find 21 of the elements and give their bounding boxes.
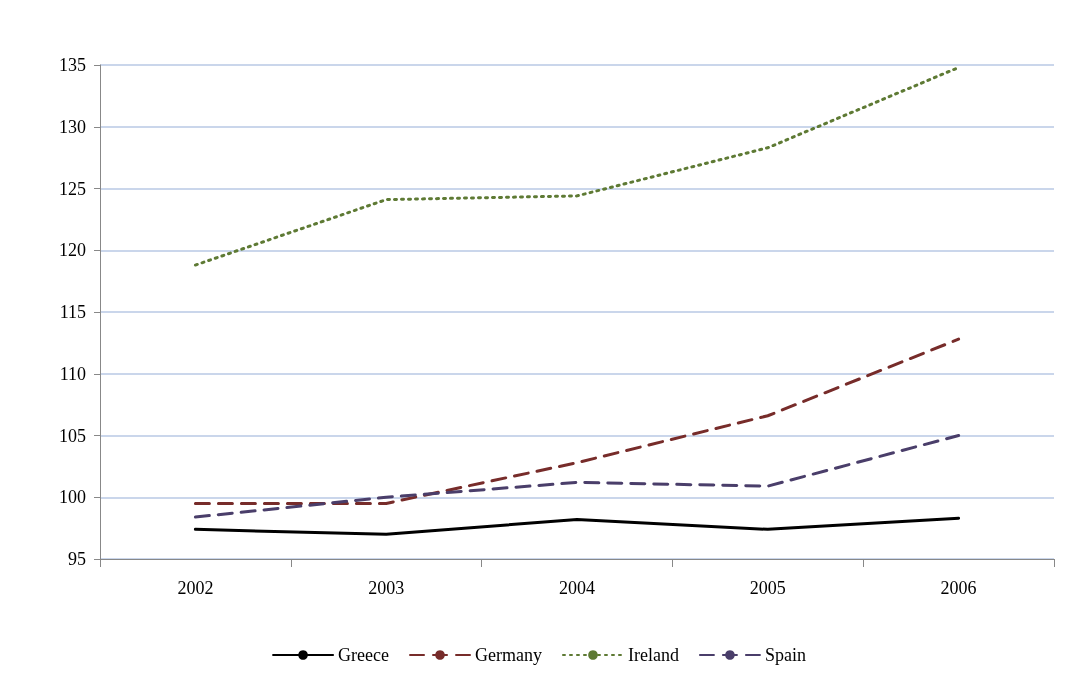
- x-tick-label: 2005: [749, 578, 786, 598]
- y-tick-label: 120: [59, 240, 86, 261]
- x-tick-label: 2002: [177, 578, 214, 598]
- x-tick-label: 2003: [368, 578, 405, 598]
- y-tick-label: 125: [59, 178, 86, 199]
- line-series: [193, 516, 961, 536]
- y-tick-label: 95: [68, 549, 86, 569]
- y-tick-label: 105: [59, 425, 86, 446]
- line-series: [193, 434, 961, 519]
- y-tick-label: 130: [59, 116, 86, 137]
- y-tick-label: 110: [59, 363, 86, 384]
- y-tick-label: 115: [59, 302, 86, 322]
- legend-label: Spain: [764, 645, 806, 665]
- line-series: [193, 337, 961, 505]
- legend-label: Germany: [475, 645, 542, 665]
- y-tick-label: 100: [59, 487, 86, 508]
- legend-label: Ireland: [627, 645, 679, 665]
- legend-label: Greece: [338, 645, 390, 665]
- x-tick-label: 2004: [559, 578, 595, 598]
- x-tick-label: 2006: [940, 578, 977, 598]
- y-tick-label: 135: [59, 55, 86, 75]
